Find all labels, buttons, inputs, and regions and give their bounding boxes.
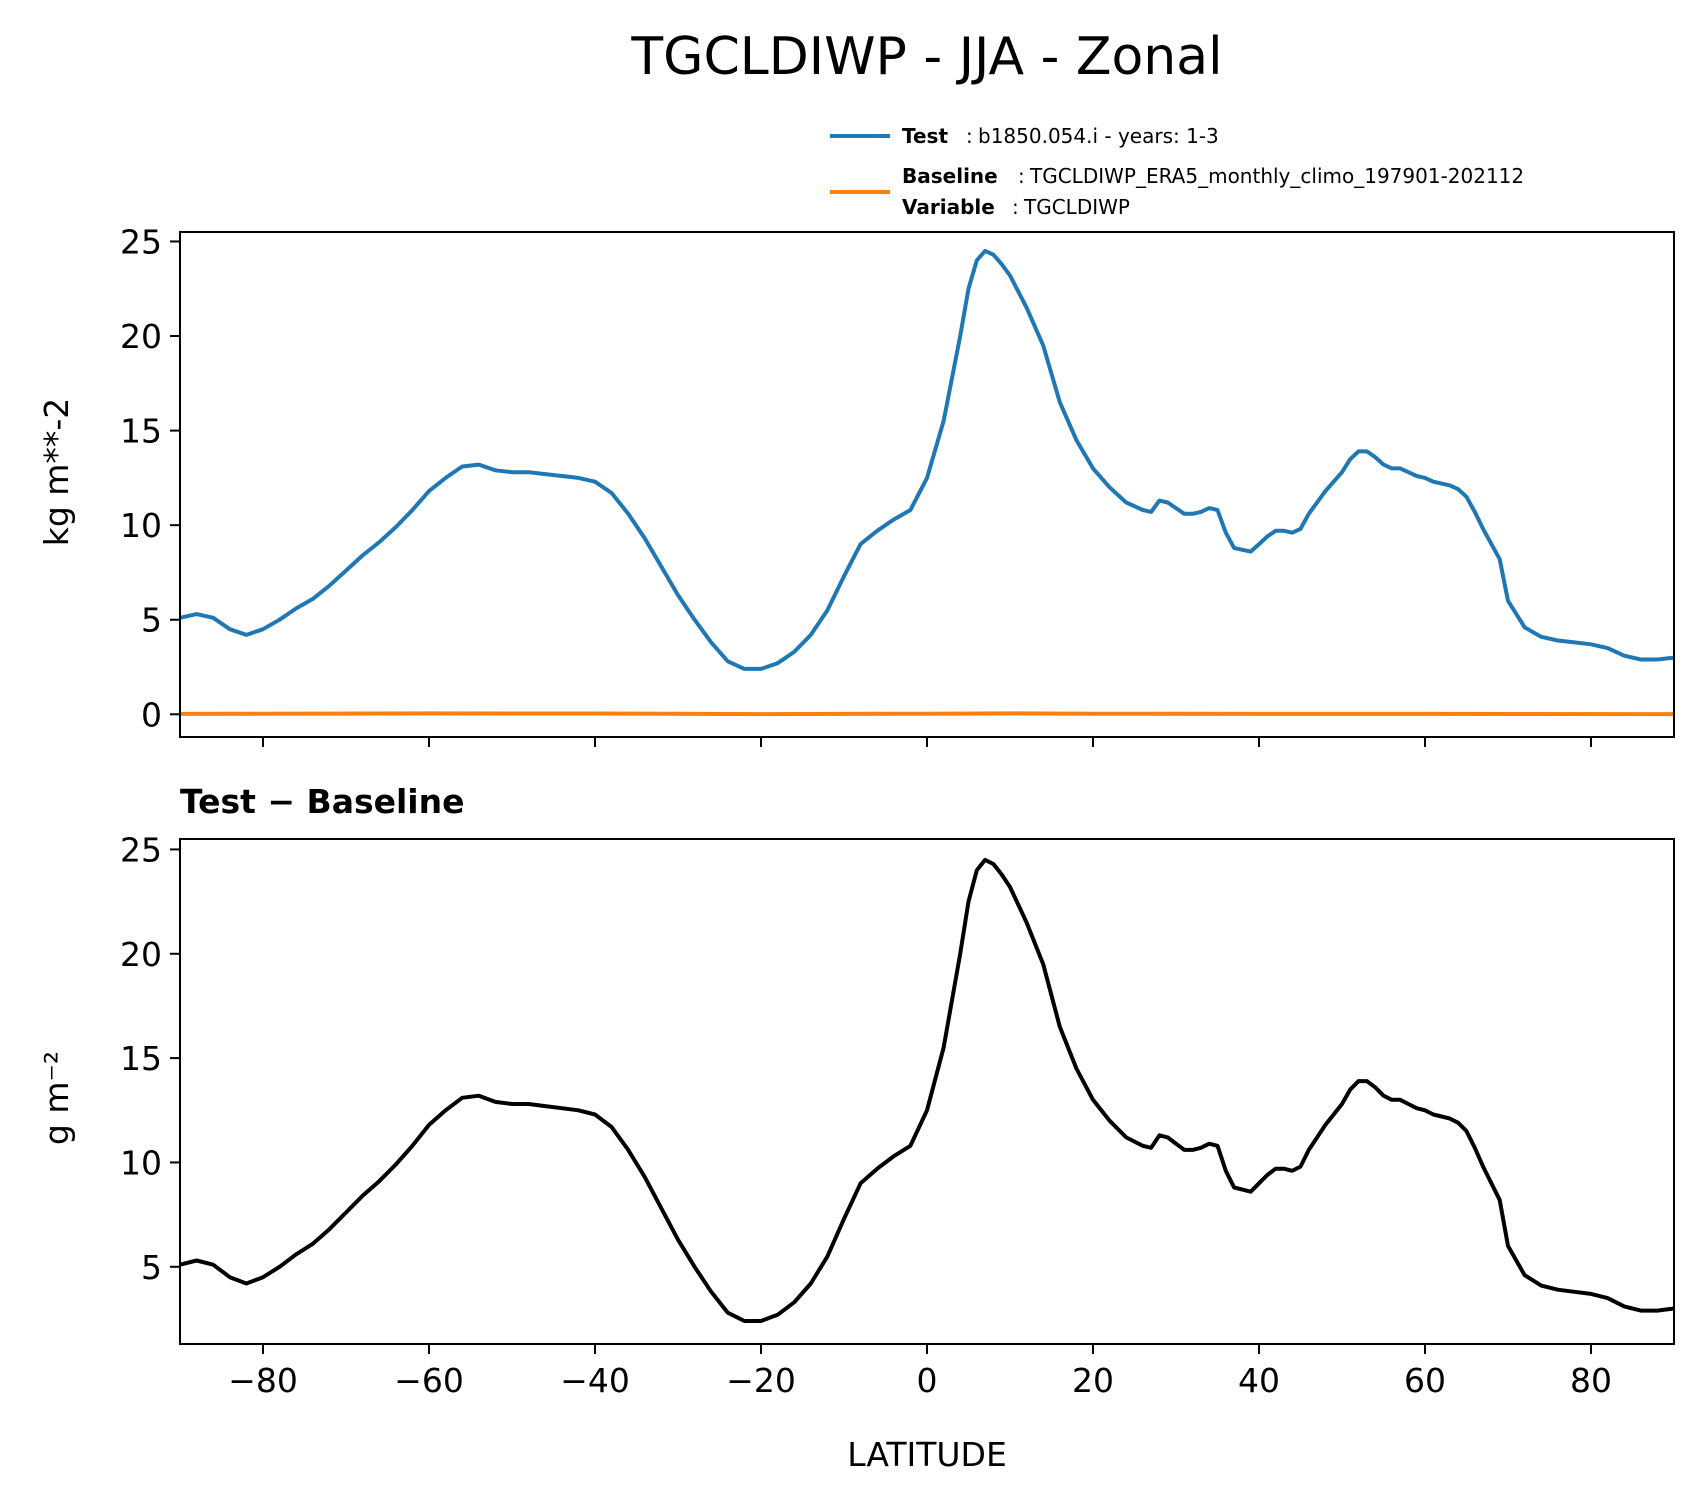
legend-baseline-sep: : [1018,164,1025,188]
y-tick-label: 5 [141,1248,162,1287]
legend-baseline-value: TGCLDIWP_ERA5_monthly_climo_197901-20211… [1029,164,1524,188]
y-tick-label: 20 [120,935,162,974]
legend-test-sep: : [966,124,973,148]
y-tick-label: 25 [120,830,162,869]
top-panel-frame [179,231,1675,738]
y-tick-label: 5 [141,601,162,640]
y-tick-label: 10 [120,506,162,545]
baseline-line [179,711,1675,717]
top-panel-marks: 0 5 10 15 20 25 [120,222,1675,747]
test-line [179,248,1675,671]
bottom-panel-xlabel: LATITUDE [847,1435,1007,1474]
bottom-panel-frame [179,838,1675,1345]
x-tick-label: −20 [726,1361,796,1400]
x-tick-label: 60 [1404,1361,1446,1400]
figure-title: TGCLDIWP - JJA - Zonal [630,27,1222,87]
y-tick-label: 15 [120,1039,162,1078]
bottom-panel: Test − Baseline g m⁻² LATITUDE 5 10 15 20 25… [37,782,1675,1474]
legend: Test : b1850.054.i - years: 1-3 Baseline… [830,124,1524,219]
legend-test-value: b1850.054.i - years: 1-3 [978,124,1219,148]
bottom-panel-ylabel: g m⁻² [37,1051,76,1145]
y-tick-label: 20 [120,317,162,356]
top-panel-ylabel: kg m**-2 [37,398,76,547]
x-tick-label: 80 [1570,1361,1612,1400]
bottom-panel-marks: 5 10 15 20 25 −80 −60 −40 −20 0 20 40 60 80 [120,830,1675,1400]
x-tick-label: −80 [228,1361,298,1400]
y-tick-label: 25 [120,222,162,261]
y-tick-label: 0 [141,695,162,734]
legend-test-key: Test [902,124,948,148]
legend-baseline-key: Baseline [902,164,998,188]
legend-variable-key: Variable [902,195,995,219]
x-tick-label: −40 [560,1361,630,1400]
legend-variable-sep: : [1012,195,1019,219]
y-tick-label: 15 [120,412,162,451]
legend-variable-value: TGCLDIWP [1023,195,1130,219]
x-tick-label: 0 [917,1361,938,1400]
x-tick-label: 20 [1072,1361,1114,1400]
difference-line [179,857,1675,1323]
bottom-panel-title: Test − Baseline [180,782,465,821]
top-panel: kg m**-2 0 5 10 15 20 25 [37,222,1675,747]
y-tick-label: 10 [120,1143,162,1182]
x-tick-label: −60 [394,1361,464,1400]
x-tick-label: 40 [1238,1361,1280,1400]
